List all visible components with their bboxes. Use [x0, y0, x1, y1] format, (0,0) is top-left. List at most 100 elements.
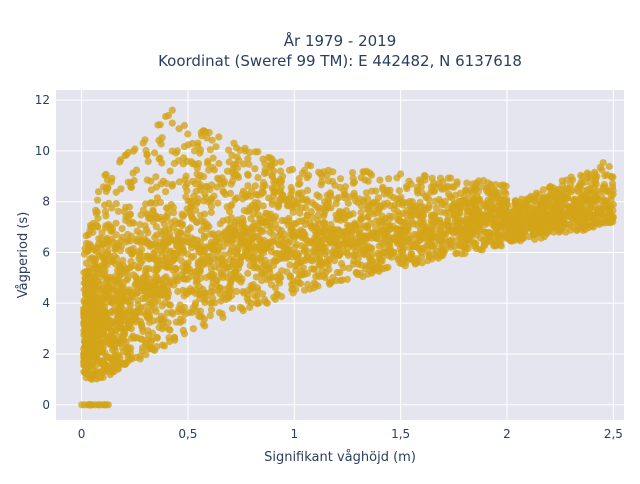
- scatter-point: [562, 204, 570, 212]
- scatter-point: [121, 288, 129, 296]
- scatter-point: [348, 169, 357, 177]
- scatter-point: [308, 224, 316, 232]
- scatter-point: [249, 253, 257, 261]
- scatter-point: [489, 194, 497, 203]
- scatter-point: [117, 237, 125, 245]
- scatter-point: [499, 197, 507, 205]
- scatter-point: [230, 139, 238, 147]
- scatter-point: [120, 331, 128, 339]
- scatter-point: [96, 296, 104, 304]
- scatter-point: [277, 227, 285, 235]
- y-tick-label: 8: [42, 195, 50, 209]
- scatter-point: [251, 222, 259, 231]
- scatter-point: [350, 189, 358, 197]
- scatter-point: [493, 229, 501, 237]
- scatter-point: [142, 351, 150, 359]
- x-tick-label: 1,5: [391, 427, 410, 441]
- scatter-point: [109, 238, 117, 246]
- chart-title-line-1: År 1979 - 2019: [284, 31, 397, 50]
- y-tick-label: 6: [42, 245, 50, 259]
- scatter-point: [363, 248, 371, 256]
- scatter-point: [198, 313, 206, 321]
- scatter-point: [599, 197, 607, 205]
- scatter-point: [310, 240, 318, 249]
- scatter-point: [270, 293, 278, 301]
- scatter-point: [178, 245, 186, 253]
- x-axis-ticks: 0 0,5 1 1,5 2 2,5: [78, 427, 623, 441]
- scatter-point: [101, 355, 109, 363]
- scatter-point: [230, 257, 238, 265]
- scatter-point: [183, 275, 192, 283]
- scatter-point: [240, 289, 248, 297]
- scatter-point: [207, 208, 215, 216]
- scatter-point: [86, 401, 94, 409]
- scatter-point: [349, 179, 357, 187]
- scatter-point: [332, 277, 340, 285]
- scatter-point: [124, 237, 132, 245]
- scatter-point: [116, 306, 124, 314]
- scatter-point: [152, 173, 160, 181]
- scatter-point: [357, 261, 365, 269]
- scatter-point: [162, 188, 170, 196]
- scatter-point: [177, 315, 185, 323]
- scatter-point: [484, 234, 493, 242]
- scatter-point: [301, 286, 309, 294]
- scatter-point: [228, 304, 236, 312]
- scatter-point: [420, 220, 428, 228]
- scatter-point: [226, 270, 234, 278]
- scatter-point: [227, 263, 235, 271]
- scatter-point: [401, 262, 409, 270]
- scatter-point: [136, 355, 144, 363]
- scatter-point: [308, 199, 316, 207]
- scatter-point: [232, 160, 240, 168]
- scatter-point: [181, 176, 189, 184]
- scatter-point: [503, 208, 511, 216]
- scatter-point: [278, 216, 286, 225]
- scatter-point: [431, 210, 439, 218]
- scatter-point: [132, 280, 140, 288]
- scatter-point: [372, 258, 381, 266]
- scatter-point: [329, 225, 338, 233]
- scatter-point: [413, 186, 421, 195]
- scatter-point: [108, 297, 116, 305]
- scatter-point: [577, 221, 585, 230]
- scatter-point: [155, 136, 163, 144]
- scatter-point: [360, 168, 368, 176]
- scatter-point: [99, 284, 107, 292]
- scatter-point: [175, 219, 184, 227]
- scatter-point: [219, 217, 227, 225]
- scatter-point: [377, 202, 385, 210]
- scatter-point: [381, 237, 389, 245]
- scatter-point: [103, 176, 112, 184]
- scatter-point: [169, 266, 177, 274]
- scatter-point: [332, 233, 340, 242]
- scatter-point: [407, 250, 415, 258]
- scatter-point: [156, 154, 164, 162]
- scatter-point: [277, 158, 285, 166]
- scatter-point: [544, 200, 553, 208]
- scatter-point: [131, 334, 139, 342]
- scatter-point: [608, 179, 617, 187]
- scatter-point: [115, 272, 124, 280]
- scatter-point: [244, 170, 252, 178]
- scatter-point: [251, 182, 259, 190]
- scatter-point: [218, 174, 226, 182]
- scatter-point: [263, 217, 271, 225]
- scatter-point: [268, 197, 276, 205]
- scatter-point: [430, 183, 438, 191]
- scatter-point: [448, 205, 456, 213]
- scatter-point: [148, 199, 156, 207]
- scatter-point: [443, 217, 451, 225]
- scatter-point: [198, 291, 206, 299]
- scatter-point: [233, 171, 241, 179]
- scatter-point: [333, 195, 341, 203]
- scatter-point: [82, 346, 90, 354]
- scatter-point: [458, 250, 466, 258]
- scatter-point: [97, 262, 105, 270]
- scatter-point: [465, 229, 474, 237]
- scatter-point: [156, 213, 164, 221]
- scatter-point: [500, 181, 508, 189]
- x-tick-label: 2,5: [604, 427, 623, 441]
- scatter-point: [527, 205, 535, 213]
- scatter-point: [471, 200, 479, 208]
